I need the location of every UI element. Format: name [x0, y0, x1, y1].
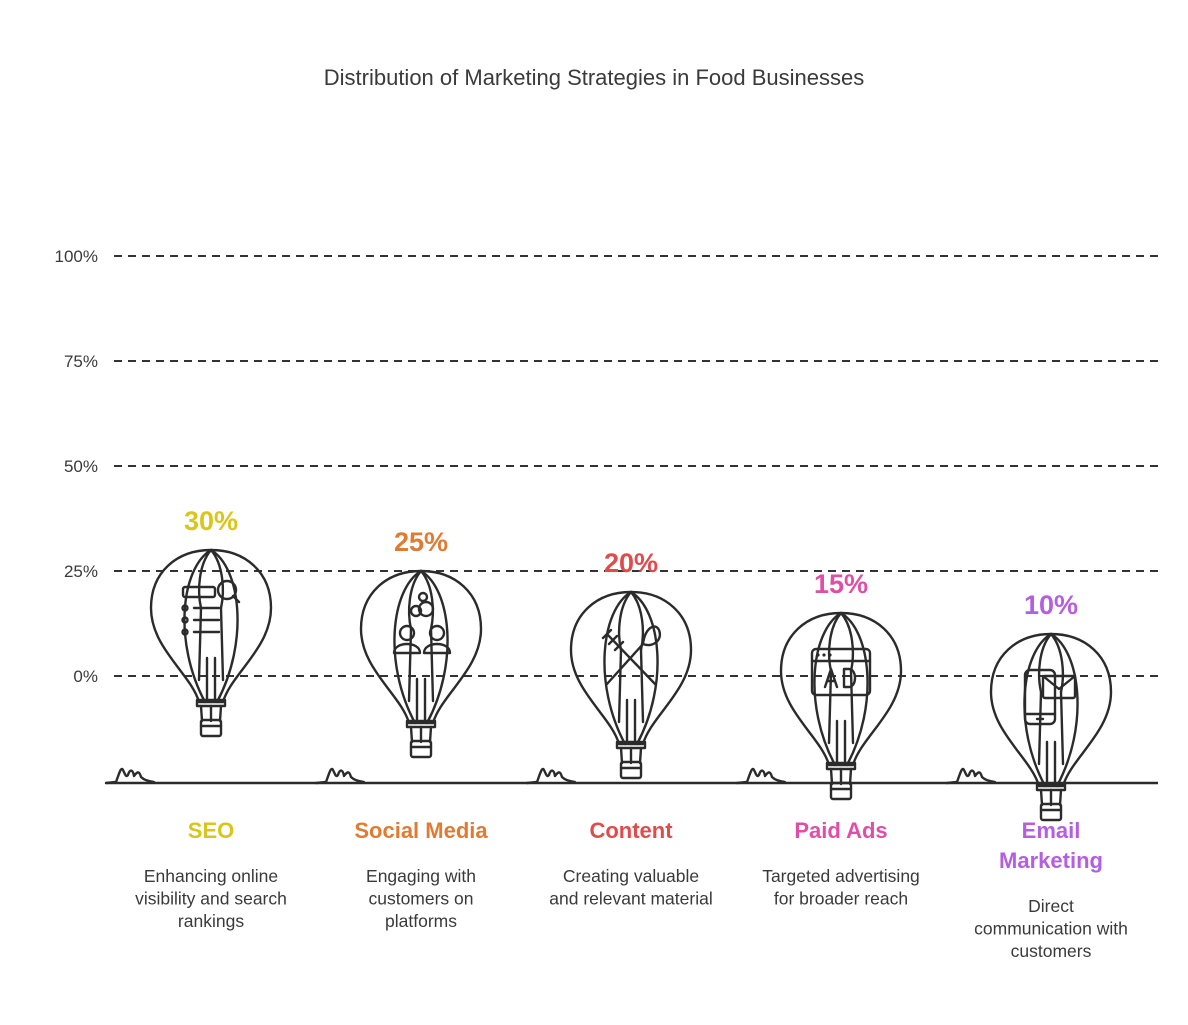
category-label: Paid Ads: [794, 818, 887, 843]
y-tick-label: 75%: [64, 352, 98, 371]
category-description: visibility and search: [135, 889, 287, 909]
category-label: Social Media: [354, 818, 488, 843]
grass-tuft: [525, 767, 577, 785]
grass-tuft: [314, 767, 366, 785]
y-tick-label: 25%: [64, 562, 98, 581]
chart-title: Distribution of Marketing Strategies in …: [324, 65, 864, 90]
fork-knife-icon: [601, 625, 662, 686]
balloon-bar-email-marketing: [989, 632, 1113, 822]
value-label: 25%: [394, 527, 448, 557]
y-tick-label: 100%: [55, 247, 98, 266]
y-tick-label: 50%: [64, 457, 98, 476]
category-description: and relevant material: [549, 889, 712, 909]
grass-tuft: [735, 767, 787, 785]
category-description: Engaging with: [366, 866, 476, 886]
category-description: for broader reach: [774, 889, 908, 909]
category-label: Marketing: [999, 848, 1103, 873]
category-description: rankings: [178, 911, 244, 931]
balloon-bar-social-media: [359, 569, 483, 759]
value-label: 15%: [814, 569, 868, 599]
category-description: Targeted advertising: [762, 866, 920, 886]
people-icon: [392, 591, 452, 655]
category-description: Creating valuable: [563, 866, 699, 886]
category-description: platforms: [385, 911, 457, 931]
ad-icon: [810, 647, 872, 697]
category-labels: 30% SEO Enhancing online visibility and sea…: [135, 506, 1128, 961]
balloon-bar-paid-ads: [779, 611, 903, 801]
balloon-bar-seo: [149, 548, 273, 738]
category-label: Content: [589, 818, 673, 843]
grid: 100% 75% 50% 25% 0%: [55, 247, 1158, 686]
value-label: 20%: [604, 548, 658, 578]
value-label: 30%: [184, 506, 238, 536]
category-label: SEO: [188, 818, 234, 843]
category-label: Email: [1022, 818, 1081, 843]
category-description: Direct: [1028, 896, 1074, 916]
balloon-bar-content: [569, 590, 693, 780]
category-description: communication with: [974, 919, 1128, 939]
category-description: customers on: [368, 889, 473, 909]
ground-line: [104, 767, 1158, 785]
grass-tuft: [104, 767, 156, 785]
search-list-icon: [181, 579, 241, 636]
category-description: customers: [1011, 941, 1092, 961]
value-label: 10%: [1024, 590, 1078, 620]
y-tick-label: 0%: [73, 667, 98, 686]
grass-tuft: [945, 767, 997, 785]
balloons: [149, 548, 1113, 822]
category-description: Enhancing online: [144, 866, 278, 886]
mobile-mail-icon: [1023, 668, 1077, 726]
